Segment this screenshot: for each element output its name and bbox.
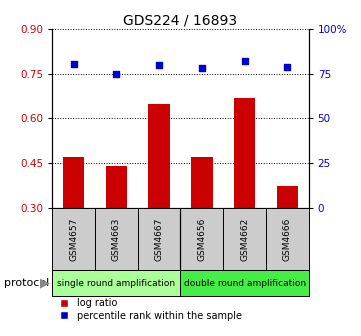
Legend: log ratio, percentile rank within the sample: log ratio, percentile rank within the sa… xyxy=(50,294,246,325)
Bar xyxy=(63,157,84,208)
Text: protocol: protocol xyxy=(4,278,49,288)
Point xyxy=(156,62,162,67)
Title: GDS224 / 16893: GDS224 / 16893 xyxy=(123,13,238,28)
Bar xyxy=(106,166,127,208)
Text: GSM4657: GSM4657 xyxy=(69,218,78,261)
Text: GSM4666: GSM4666 xyxy=(283,218,292,261)
Bar xyxy=(138,208,180,270)
Point xyxy=(113,71,119,76)
Text: single round amplification: single round amplification xyxy=(57,279,175,288)
Bar xyxy=(180,270,309,296)
Bar xyxy=(148,104,170,208)
Point xyxy=(242,58,247,64)
Text: double round amplification: double round amplification xyxy=(183,279,306,288)
Text: GSM4656: GSM4656 xyxy=(197,218,206,261)
Bar xyxy=(223,208,266,270)
Text: GSM4663: GSM4663 xyxy=(112,218,121,261)
Bar xyxy=(191,157,213,208)
Text: GSM4662: GSM4662 xyxy=(240,218,249,261)
Bar xyxy=(52,208,95,270)
Bar xyxy=(180,208,223,270)
Bar xyxy=(277,186,298,208)
Point xyxy=(199,66,205,71)
Text: ▶: ▶ xyxy=(40,277,50,290)
Bar xyxy=(234,98,255,208)
Bar xyxy=(95,208,138,270)
Bar xyxy=(52,270,180,296)
Point xyxy=(284,65,290,70)
Text: GSM4667: GSM4667 xyxy=(155,218,164,261)
Bar xyxy=(266,208,309,270)
Point xyxy=(71,61,77,66)
